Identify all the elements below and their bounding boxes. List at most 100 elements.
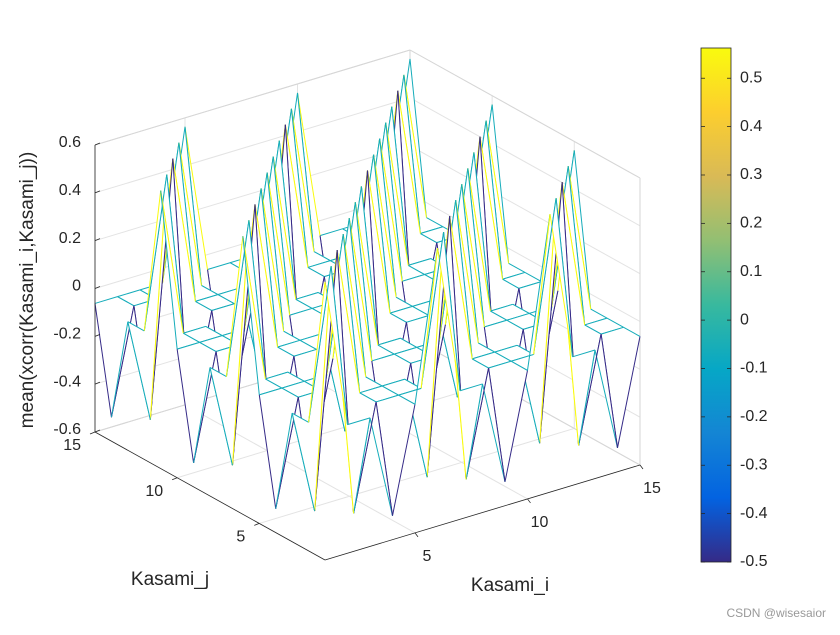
colorbar-tick-label: -0.2 — [740, 408, 768, 425]
mesh-edge — [211, 303, 235, 311]
mesh-edge — [407, 264, 425, 275]
colorbar-tick-label: -0.5 — [740, 553, 768, 570]
mesh-edge — [527, 214, 551, 371]
mesh-edge — [110, 321, 129, 418]
mesh-edge — [353, 401, 377, 514]
mesh-edge — [289, 307, 313, 316]
mesh-edge — [266, 172, 285, 332]
mesh-edge — [467, 168, 485, 328]
mesh-edge — [377, 344, 395, 355]
mesh-edge — [600, 326, 624, 335]
mesh-edge — [473, 152, 491, 312]
mesh-edge — [408, 258, 431, 266]
x-axis-label: Kasami_i — [471, 575, 549, 596]
mesh-edge — [491, 104, 510, 264]
mesh-face — [177, 342, 217, 463]
mesh-edge — [414, 247, 438, 405]
x-tick — [414, 532, 419, 538]
mesh-edge — [290, 108, 315, 252]
mesh-edge — [467, 168, 491, 312]
mesh-edge — [290, 108, 309, 268]
y-tick-label: 15 — [63, 437, 81, 454]
z-tick-label: 0.2 — [59, 230, 81, 247]
mesh-edge — [461, 184, 485, 328]
mesh-edge — [295, 292, 319, 300]
mesh-face — [556, 198, 595, 446]
plot-area — [94, 49, 641, 534]
mesh-edge — [449, 216, 473, 359]
mesh-edge — [319, 228, 343, 237]
mesh-edge — [494, 344, 518, 353]
mesh-edge — [260, 188, 278, 348]
mesh-edge — [242, 236, 266, 380]
mesh-edge — [299, 339, 317, 350]
mesh-edge — [353, 417, 371, 514]
mesh-face — [488, 361, 528, 482]
mesh-edge — [394, 346, 417, 355]
mesh-edge — [272, 156, 291, 316]
mesh-edge — [176, 349, 195, 464]
z-tick — [94, 286, 101, 289]
mesh-edge — [485, 120, 503, 280]
mesh-edge — [342, 234, 361, 393]
mesh-face — [439, 184, 479, 343]
mesh-edge — [406, 315, 430, 323]
mesh-face — [445, 168, 485, 328]
mesh-face — [385, 122, 425, 282]
mesh-edge — [217, 294, 235, 305]
mesh-edge — [354, 202, 379, 346]
mesh-edge — [420, 226, 444, 234]
mesh-edge — [426, 217, 444, 228]
mesh-edge — [258, 394, 277, 509]
grid-line — [409, 97, 641, 227]
mesh-face — [451, 152, 491, 312]
mesh-face — [275, 92, 314, 252]
mesh-edge — [260, 188, 285, 332]
y-tick-label: 5 — [236, 529, 245, 546]
colorbar-tick-label: 0.5 — [740, 69, 762, 86]
mesh-edge — [94, 303, 112, 418]
mesh-face — [601, 327, 640, 448]
mesh-face — [332, 202, 372, 361]
mesh-edge — [385, 122, 403, 282]
mesh-edge — [420, 232, 445, 389]
mesh-edge — [359, 385, 383, 394]
mesh-edge — [308, 265, 332, 423]
mesh-edge — [398, 394, 416, 405]
mesh-face — [387, 58, 427, 218]
x-tick-label: 10 — [531, 514, 549, 531]
mesh-edge — [506, 319, 524, 330]
mesh-edge — [426, 232, 445, 478]
mesh-edge — [248, 220, 266, 379]
mesh-edge — [199, 335, 223, 343]
mesh-edge — [209, 367, 227, 378]
mesh-edge — [281, 380, 305, 389]
mesh-edge — [578, 349, 596, 446]
mesh-edge — [484, 319, 507, 328]
mesh-face — [162, 126, 202, 286]
mesh-face — [443, 232, 483, 480]
mesh-edge — [482, 383, 506, 482]
z-tick-label: 0.6 — [59, 134, 81, 151]
grid-line — [409, 193, 641, 322]
mesh-edge — [461, 184, 479, 343]
mesh-edge — [490, 303, 514, 312]
mesh-edge — [178, 142, 196, 302]
mesh-edge — [533, 198, 557, 355]
mesh-edge — [275, 413, 293, 509]
z-tick — [94, 381, 101, 385]
mesh-face — [210, 220, 249, 466]
mesh-edge — [242, 236, 260, 395]
colorbar-tick-label: 0.2 — [740, 215, 762, 232]
mesh-face — [308, 266, 348, 425]
mesh-edge — [272, 156, 297, 300]
mesh-face — [533, 198, 573, 357]
mesh-edge — [195, 300, 213, 311]
mesh-face — [373, 154, 413, 314]
mesh-edge — [207, 262, 231, 270]
mesh-edge — [490, 310, 508, 321]
mesh-edge — [510, 353, 534, 362]
mesh-edge — [307, 260, 331, 268]
watermark: CSDN @wisesaior — [726, 606, 826, 620]
colorbar-tick-label: 0.3 — [740, 166, 762, 183]
